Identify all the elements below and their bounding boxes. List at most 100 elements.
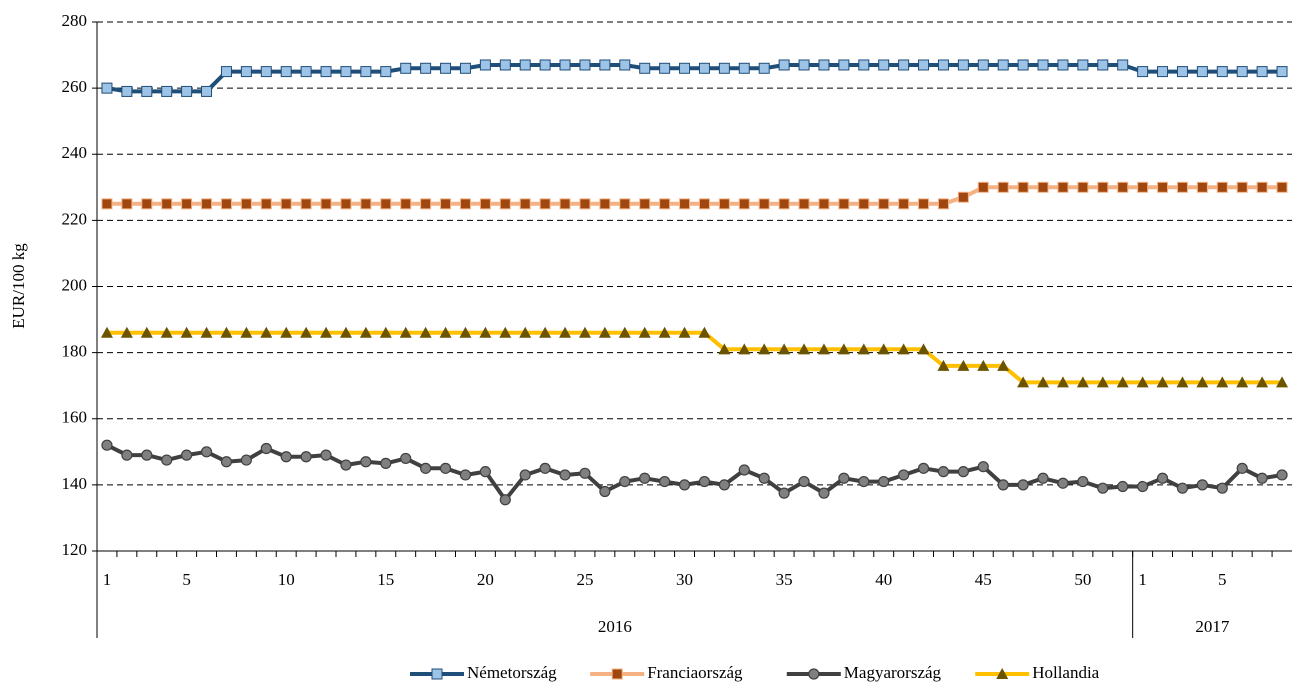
data-point <box>1077 475 1089 488</box>
data-point <box>539 59 551 71</box>
data-point <box>738 464 750 476</box>
x-tick-label: 35 <box>776 570 793 589</box>
data-point <box>619 198 631 210</box>
data-point <box>618 326 631 338</box>
y-tick-label: 280 <box>62 11 88 30</box>
data-point <box>200 446 213 458</box>
data-point <box>738 343 751 355</box>
data-point <box>360 198 372 210</box>
legend-marker <box>996 668 1009 679</box>
data-point <box>260 198 272 210</box>
data-point <box>161 85 173 97</box>
legend-label: Németország <box>467 663 557 682</box>
data-point <box>658 326 671 338</box>
data-point <box>798 343 811 355</box>
y-axis-label: EUR/100 kg <box>9 243 28 329</box>
data-point <box>1256 472 1268 484</box>
data-point <box>100 326 113 338</box>
data-point <box>459 469 472 481</box>
data-point <box>579 59 591 71</box>
data-point <box>359 326 372 338</box>
data-point <box>778 59 790 71</box>
data-point <box>758 198 770 210</box>
data-point <box>1117 480 1129 493</box>
data-point <box>499 494 511 506</box>
data-point <box>798 198 810 210</box>
data-point <box>718 62 730 74</box>
data-point <box>678 479 691 491</box>
data-point <box>1256 181 1268 193</box>
data-point <box>599 485 611 498</box>
data-point <box>898 469 910 481</box>
data-point <box>120 326 133 338</box>
data-point <box>559 198 571 210</box>
x-tick-label: 40 <box>875 570 892 589</box>
data-point <box>619 59 631 71</box>
data-point <box>479 59 491 71</box>
data-point <box>817 343 830 355</box>
data-point <box>220 326 233 338</box>
data-point <box>1216 66 1228 78</box>
data-point <box>857 343 870 355</box>
data-point <box>858 59 870 71</box>
data-point <box>838 198 850 210</box>
x-tick-label: 5 <box>182 570 191 589</box>
data-point <box>1037 181 1049 193</box>
legend-marker <box>431 668 443 680</box>
data-point <box>1097 59 1109 71</box>
data-point <box>160 326 173 338</box>
x-tick-label: 50 <box>1074 570 1091 589</box>
data-point <box>1057 181 1069 193</box>
data-point <box>420 462 432 474</box>
data-point <box>957 191 969 203</box>
data-point <box>918 198 930 210</box>
data-point <box>957 359 970 371</box>
x-tick-label: 10 <box>278 570 295 589</box>
data-point <box>459 198 471 210</box>
data-point <box>479 466 491 478</box>
x-tick-label: 1 <box>103 570 112 589</box>
data-point <box>101 198 113 210</box>
data-point <box>1276 469 1288 481</box>
data-point <box>838 59 850 71</box>
data-point <box>758 343 771 355</box>
data-point <box>1176 376 1189 388</box>
data-point <box>898 198 910 210</box>
data-point <box>440 62 452 74</box>
data-point <box>379 326 392 338</box>
data-point <box>738 198 750 210</box>
data-point <box>499 326 512 338</box>
data-point <box>559 326 572 338</box>
data-point <box>519 326 532 338</box>
data-point <box>977 461 989 473</box>
data-point <box>758 472 770 484</box>
data-point <box>180 326 193 338</box>
data-point <box>937 59 949 71</box>
data-point <box>459 326 472 338</box>
data-point <box>1276 181 1288 193</box>
data-point <box>280 451 292 463</box>
data-point <box>300 66 312 78</box>
data-point <box>897 343 910 355</box>
data-point <box>539 198 551 210</box>
data-point <box>1077 59 1089 71</box>
data-point <box>419 326 432 338</box>
data-point <box>1256 66 1268 78</box>
data-point <box>858 475 870 488</box>
data-point <box>1236 181 1248 193</box>
data-point <box>818 198 830 210</box>
data-point <box>400 62 412 74</box>
x-tick-label: 1 <box>1138 570 1147 589</box>
data-point <box>1056 376 1069 388</box>
data-point <box>1017 376 1030 388</box>
data-point <box>439 462 452 474</box>
data-point <box>997 479 1009 491</box>
data-point <box>559 469 571 481</box>
data-point <box>977 181 989 193</box>
data-point <box>181 449 193 461</box>
data-point <box>798 475 810 488</box>
x-tick-label: 20 <box>477 570 494 589</box>
data-point <box>937 359 950 371</box>
y-tick-label: 120 <box>62 540 88 559</box>
data-point <box>220 456 233 468</box>
